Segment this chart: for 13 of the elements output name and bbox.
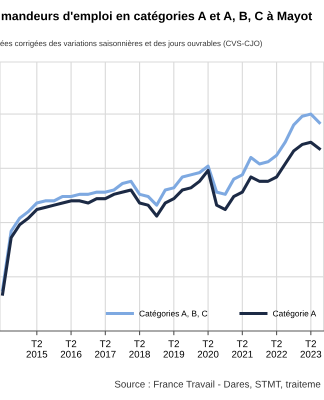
x-tick-label: T2 2019: [164, 340, 184, 358]
x-tick-label: T2 2016: [60, 340, 82, 358]
chart-title: mandeurs d'emploi en catégories A et A, B, C à Mayot: [2, 11, 312, 23]
x-tick-label: T2 2020: [198, 340, 219, 358]
x-tick-label: T2 2022: [266, 340, 287, 358]
x-tick-label: T2 2023: [300, 340, 322, 358]
legend-label: Catégorie A: [273, 310, 316, 318]
x-tick-label: T2 2021: [232, 340, 253, 358]
x-tick-label: T2 2015: [26, 340, 48, 358]
x-tick-label: T2 2018: [129, 340, 150, 358]
legend-label: Catégories A, B, C: [140, 310, 208, 318]
source-note: Source : France Travail - Dares, STMT, traiteme: [114, 380, 320, 389]
x-tick-label: T2 2017: [95, 340, 116, 358]
